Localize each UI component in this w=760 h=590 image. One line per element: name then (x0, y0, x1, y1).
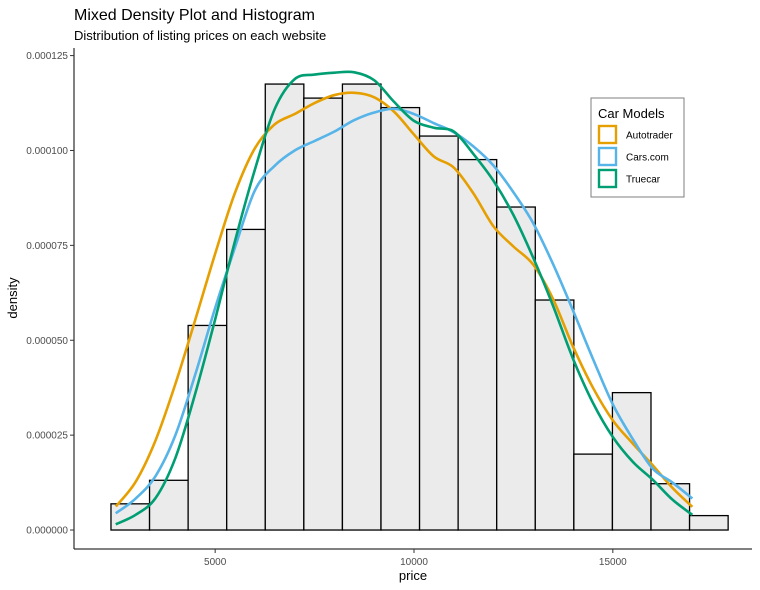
y-tick-label: 0.000100 (26, 146, 68, 157)
legend: Car Models Autotrader Cars.com Truecar (590, 97, 685, 198)
density-line-autotrader (114, 91, 694, 508)
legend-items: Autotrader Cars.com Truecar (597, 124, 673, 189)
density-lines (114, 70, 694, 526)
legend-key-truecar (597, 168, 618, 189)
histogram-bar (688, 514, 729, 531)
histogram-bar (264, 83, 305, 531)
histogram-bar (226, 228, 266, 531)
histogram-bar (341, 83, 382, 531)
y-tick-label: 0.000000 (26, 526, 68, 537)
x-tick-label: 15000 (599, 557, 627, 568)
x-tick-label: 5000 (204, 557, 227, 568)
histogram-bar (110, 503, 151, 531)
legend-label: Truecar (626, 175, 661, 186)
histogram-bar (187, 324, 228, 531)
histogram-bar (418, 135, 459, 531)
histogram-bar (496, 206, 536, 531)
legend-key-cars-com (597, 146, 618, 167)
y-tick-label: 0.000125 (26, 51, 68, 62)
histogram (110, 83, 729, 531)
density-line-truecar (115, 70, 694, 526)
histogram-bar (534, 299, 575, 531)
x-tick-label: 10000 (400, 557, 428, 568)
chart-subtitle: Distribution of listing prices on each w… (74, 28, 326, 43)
y-tick-label: 0.000050 (26, 336, 68, 347)
legend-title: Car Models (598, 106, 665, 121)
plot-area (110, 70, 729, 531)
x-axis-ticks: 5000 10000 15000 (204, 549, 627, 568)
y-tick-label: 0.000075 (26, 241, 68, 252)
chart-title: Mixed Density Plot and Histogram (74, 7, 315, 24)
y-tick-label: 0.000025 (26, 431, 68, 442)
x-axis-title: price (399, 568, 427, 583)
legend-label: Cars.com (626, 153, 669, 164)
histogram-bar (457, 158, 498, 531)
histogram-bar (303, 97, 344, 531)
histogram-bar (573, 453, 614, 531)
legend-label: Autotrader (626, 131, 673, 142)
y-axis-ticks: 0.000000 0.000025 0.000050 0.000075 0.000100… (26, 51, 74, 537)
histogram-bar (380, 106, 421, 531)
y-axis-title: density (5, 277, 20, 319)
histogram-bar (148, 479, 189, 531)
legend-key-autotrader (597, 124, 618, 145)
